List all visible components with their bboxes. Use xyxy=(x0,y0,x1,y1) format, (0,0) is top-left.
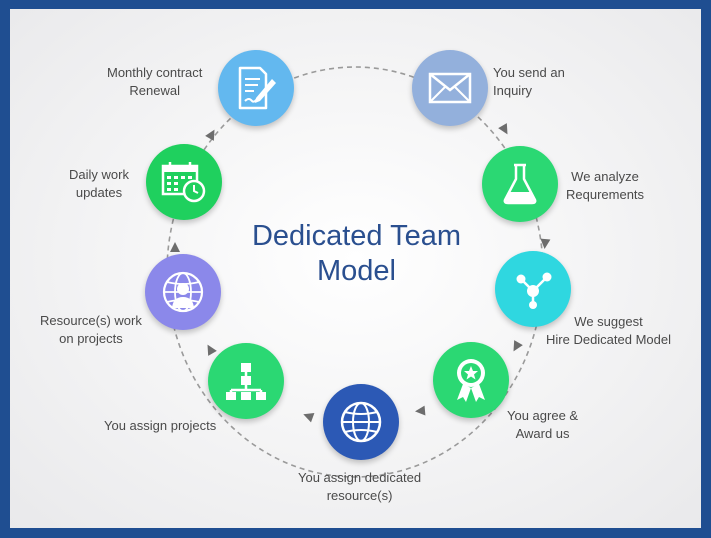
flask-icon xyxy=(503,163,537,205)
label-award: You agree & Award us xyxy=(507,408,579,441)
node-resource xyxy=(323,384,399,460)
flow-arrowhead xyxy=(415,405,426,416)
calendar-clock-icon xyxy=(161,162,206,203)
molecule-icon xyxy=(516,272,552,309)
flow-arrowhead xyxy=(170,242,180,252)
title-line-2: Model xyxy=(317,255,396,287)
label-renewal: Monthly contract Renewal xyxy=(107,65,203,98)
label-work: Resource(s) work on projects xyxy=(40,313,142,346)
globe-icon xyxy=(340,401,382,443)
flow-arrowhead xyxy=(513,340,523,352)
node-inquiry xyxy=(412,50,488,126)
flow-arrowhead xyxy=(498,123,508,135)
label-resource: You assign dedicated resource(s) xyxy=(298,470,422,503)
title-line-1: Dedicated Team xyxy=(251,220,462,252)
award-ribbon-icon xyxy=(457,359,485,402)
flow-arrowhead xyxy=(207,344,217,356)
node-work xyxy=(145,254,221,330)
diagram-title: Dedicated Team Model xyxy=(210,219,503,289)
envelope-icon xyxy=(428,72,472,104)
node-analyze xyxy=(482,146,558,222)
flow-arrowhead xyxy=(205,129,215,141)
label-suggest: We suggest Hire Dedicated Model xyxy=(546,314,672,347)
contract-pen-icon xyxy=(238,66,276,110)
node-renewal xyxy=(218,50,294,126)
node-updates xyxy=(146,144,222,220)
node-projects xyxy=(208,343,284,419)
diagram-frame: Dedicated Team Model You send an Inquiry… xyxy=(10,9,701,528)
label-analyze: We analyze Requrements xyxy=(566,169,645,202)
flow-arrowhead xyxy=(303,413,315,423)
hierarchy-icon xyxy=(226,363,266,400)
node-award xyxy=(433,342,509,418)
node-suggest xyxy=(495,251,571,327)
label-projects: You assign projects xyxy=(104,418,217,433)
label-updates: Daily work updates xyxy=(69,167,129,200)
flow-arrowhead xyxy=(540,238,551,249)
globe-user-icon xyxy=(162,271,204,313)
label-inquiry: You send an Inquiry xyxy=(493,65,565,98)
